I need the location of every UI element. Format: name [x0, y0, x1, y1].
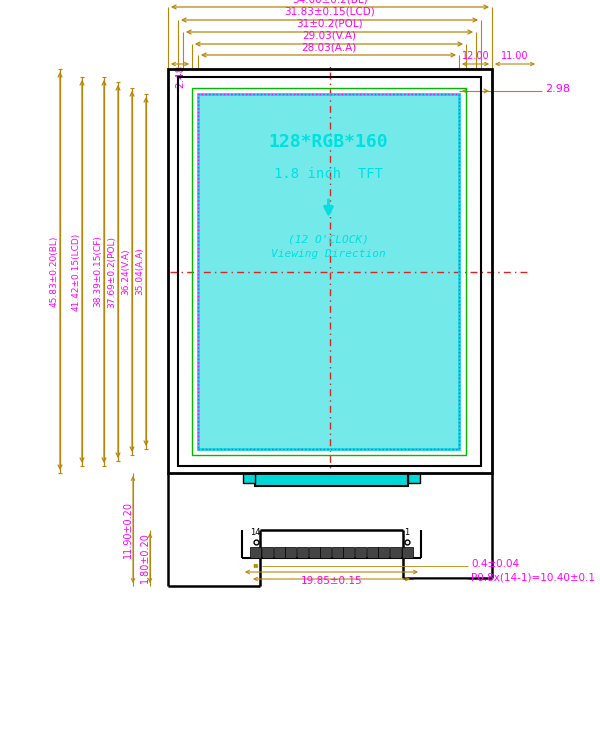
- Bar: [178, 77, 481, 466]
- Bar: [343, 547, 355, 558]
- Bar: [367, 547, 378, 558]
- Bar: [285, 547, 296, 558]
- Bar: [243, 473, 255, 483]
- Text: 35.04(A.A): 35.04(A.A): [136, 247, 145, 296]
- Bar: [274, 547, 284, 558]
- Bar: [198, 94, 459, 449]
- Bar: [379, 547, 389, 558]
- Text: 2.48: 2.48: [175, 65, 185, 88]
- Text: P0.8x(14-1)=10.40±0.1: P0.8x(14-1)=10.40±0.1: [471, 572, 595, 582]
- Text: 34.00±0.2(BL): 34.00±0.2(BL): [292, 0, 368, 4]
- Bar: [192, 88, 466, 455]
- Bar: [408, 473, 420, 483]
- Text: 11.90±0.20: 11.90±0.20: [123, 501, 133, 558]
- Bar: [332, 547, 343, 558]
- Bar: [262, 547, 273, 558]
- Text: 1.8 inch  TFT: 1.8 inch TFT: [274, 167, 383, 181]
- Text: (12 O'CLOCK): (12 O'CLOCK): [288, 235, 369, 245]
- Text: 14: 14: [251, 528, 261, 537]
- Text: 45.83±0.20(BL): 45.83±0.20(BL): [49, 236, 59, 307]
- Text: 1: 1: [404, 528, 410, 537]
- Bar: [198, 94, 459, 449]
- Text: 31±0.2(POL): 31±0.2(POL): [296, 19, 363, 29]
- Bar: [355, 547, 366, 558]
- Text: 11.00: 11.00: [501, 51, 529, 61]
- Text: 29.03(V.A): 29.03(V.A): [302, 31, 356, 41]
- Bar: [255, 473, 408, 486]
- Bar: [198, 94, 459, 449]
- Text: 36.24(V.A): 36.24(V.A): [121, 248, 131, 295]
- Text: 37.69±0.2(POL): 37.69±0.2(POL): [107, 236, 116, 308]
- Bar: [250, 547, 262, 558]
- Text: 2.98: 2.98: [545, 84, 570, 94]
- Bar: [308, 547, 320, 558]
- Bar: [320, 547, 331, 558]
- Text: 38.39±0.15(CF): 38.39±0.15(CF): [94, 236, 103, 308]
- Text: 31.83±0.15(LCD): 31.83±0.15(LCD): [284, 7, 375, 17]
- Text: 1.80±0.20: 1.80±0.20: [140, 533, 150, 583]
- Text: 28.03(A.A): 28.03(A.A): [301, 42, 356, 52]
- Bar: [390, 547, 401, 558]
- Text: 19.85±0.15: 19.85±0.15: [301, 576, 362, 586]
- Text: 41.42±0.15(LCD): 41.42±0.15(LCD): [71, 233, 80, 310]
- Bar: [297, 547, 308, 558]
- Bar: [401, 547, 413, 558]
- Text: 0.4±0.04: 0.4±0.04: [471, 559, 519, 569]
- Text: Viewing Direction: Viewing Direction: [271, 249, 386, 259]
- Text: 12.00: 12.00: [461, 51, 490, 61]
- Bar: [168, 69, 492, 473]
- Text: 128*RGB*160: 128*RGB*160: [269, 133, 388, 151]
